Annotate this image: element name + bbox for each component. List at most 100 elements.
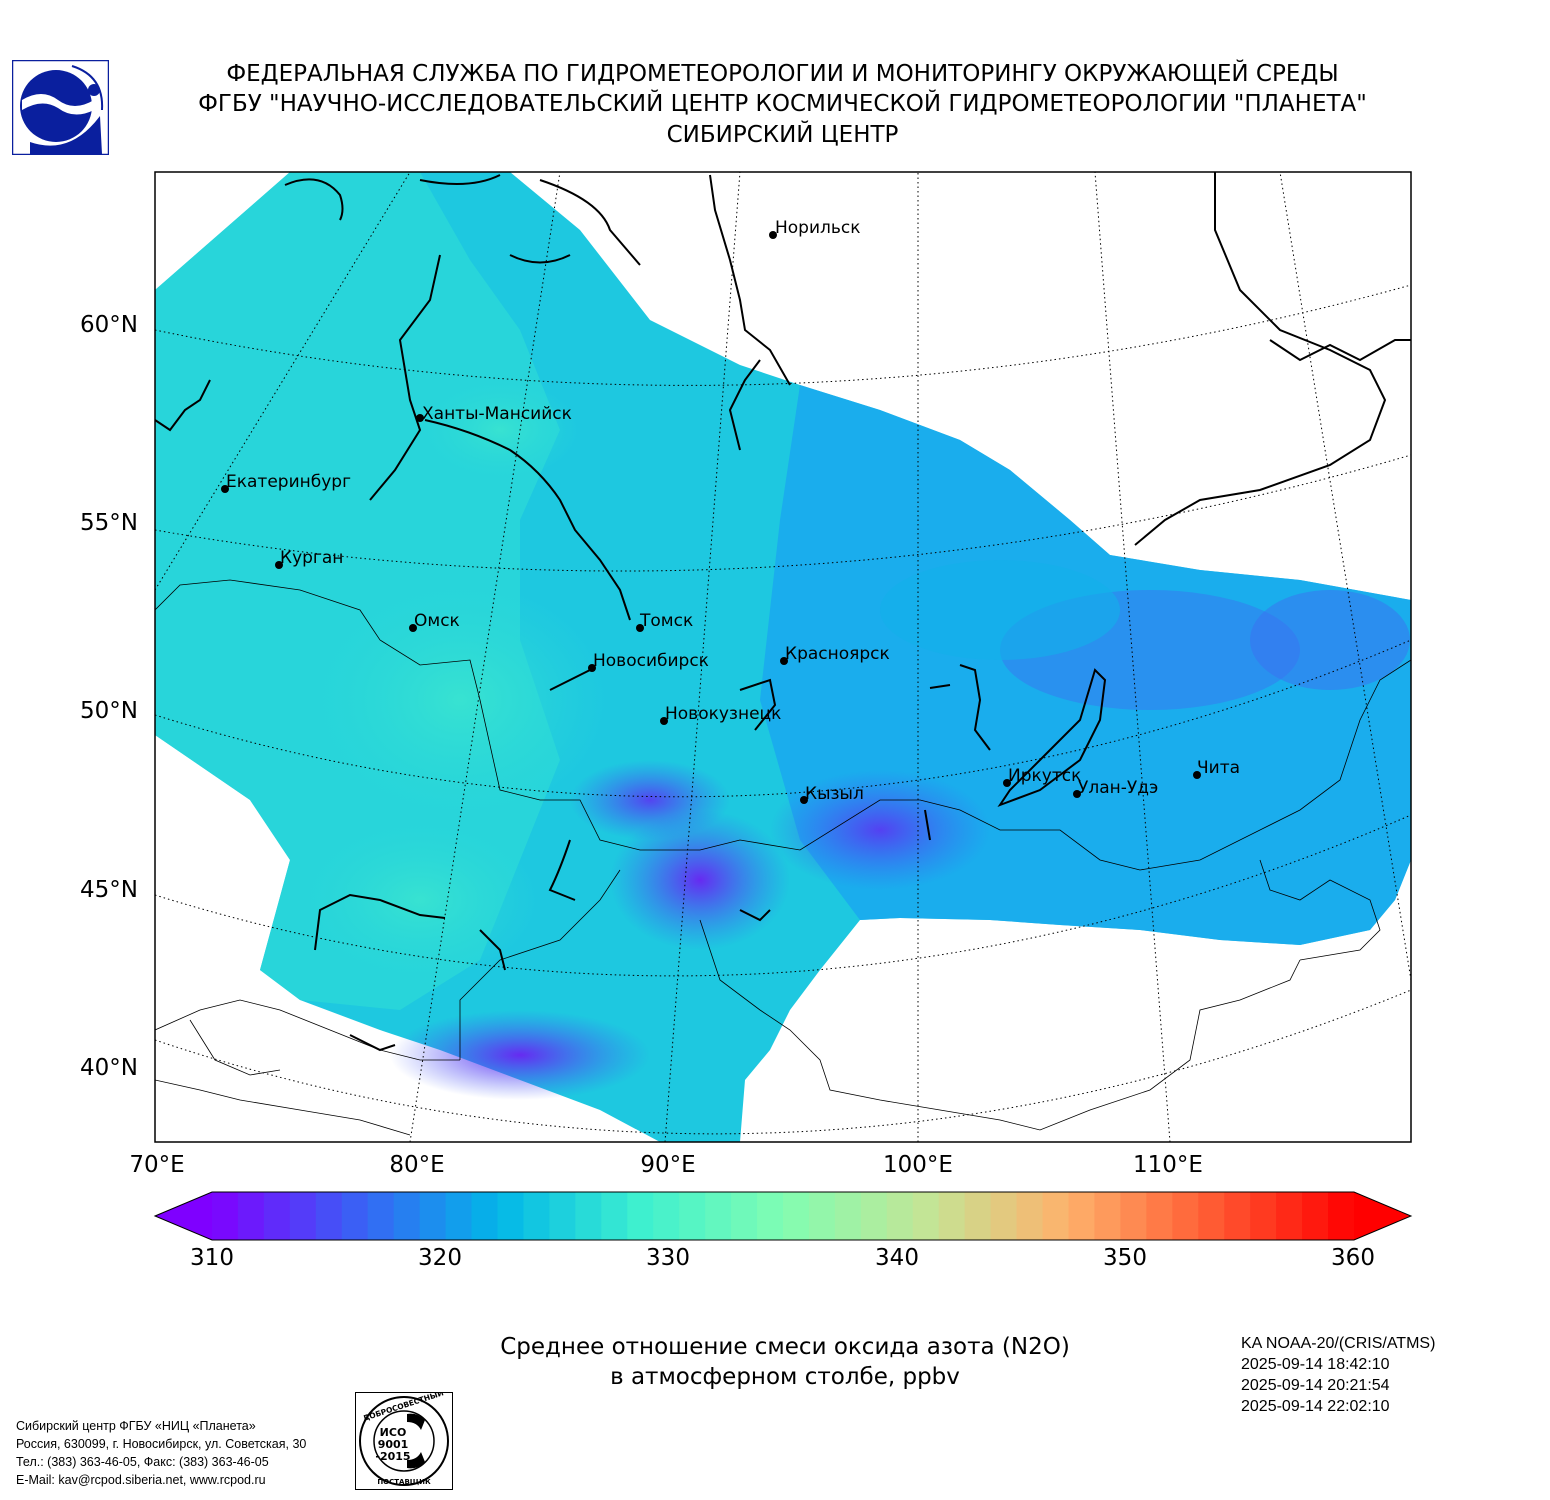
- colorbar-tick-350: 350: [1103, 1245, 1147, 1271]
- lon-label-80: 80°E: [389, 1152, 445, 1178]
- colorbar-tick-330: 330: [646, 1245, 690, 1271]
- colorbar-segment: [1094, 1192, 1122, 1240]
- city-marker-10: [1003, 779, 1011, 787]
- header-line-2: ФГБУ "НАУЧНО-ИССЛЕДОВАТЕЛЬСКИЙ ЦЕНТР КОС…: [198, 91, 1367, 117]
- city-marker-9: [800, 796, 808, 804]
- colorbar-segment: [757, 1192, 784, 1240]
- colorbar-segment: [1042, 1192, 1070, 1240]
- city-label-irkutsk: Иркутск: [1008, 766, 1082, 786]
- city-label-ulan-ude: Улан-Удэ: [1078, 778, 1159, 798]
- colorbar-segment: [783, 1192, 810, 1240]
- colorbar-segment: [1146, 1192, 1173, 1240]
- city-label-omsk: Омск: [414, 611, 460, 631]
- satellite-time-1: 2025-09-14 18:42:10: [1241, 1356, 1390, 1373]
- colorbar-segment: [549, 1192, 576, 1240]
- colorbar-segment: [964, 1192, 992, 1240]
- city-marker-12: [1193, 771, 1201, 779]
- planeta-logo-icon: [12, 60, 109, 155]
- colorbar-segment: [237, 1192, 265, 1240]
- header-line-1: ФЕДЕРАЛЬНАЯ СЛУЖБА ПО ГИДРОМЕТЕОРОЛОГИИ …: [226, 61, 1339, 87]
- colorbar-extend-max: [1354, 1192, 1411, 1240]
- city-label-khanty-mansiysk: Ханты-Мансийск: [422, 404, 572, 424]
- colorbar-segment: [393, 1192, 421, 1240]
- colorbar-segment: [1120, 1192, 1147, 1240]
- colorbar-segment: [289, 1192, 317, 1240]
- colorbar-segment: [705, 1192, 732, 1240]
- footer-line-3: Тел.: (383) 363-46-05, Факс: (383) 363-4…: [16, 1455, 269, 1469]
- colorbar-segment: [263, 1192, 291, 1240]
- colorbar-segment: [367, 1192, 395, 1240]
- satellite-name: KA NOAA-20/(CRIS/ATMS): [1241, 1335, 1436, 1352]
- iso-inner-2: 9001: [378, 1438, 409, 1451]
- satellite-info: KA NOAA-20/(CRIS/ATMS) 2025-09-14 18:42:…: [1241, 1333, 1435, 1417]
- iso-inner-3: -2015: [375, 1450, 410, 1463]
- city-label-kyzyl: Кызыл: [805, 784, 864, 804]
- colorbar-segment: [1016, 1192, 1044, 1240]
- city-marker-0: [769, 231, 777, 239]
- lat-label-60: 60°N: [80, 312, 138, 338]
- city-marker-5: [636, 624, 644, 632]
- colorbar-segment: [1250, 1192, 1277, 1240]
- colorbar-segment: [471, 1192, 499, 1240]
- colorbar-segment: [731, 1192, 758, 1240]
- colorbar-segment: [912, 1192, 940, 1240]
- footer-line-4: E-Mail: kav@rcpod.siberia.net, www.rcpod…: [16, 1473, 266, 1487]
- caption-line-2: в атмосферном столбе, ppbv: [610, 1364, 960, 1390]
- satellite-time-3: 2025-09-14 22:02:10: [1241, 1398, 1390, 1415]
- iso-inner-1: ИСО: [380, 1426, 407, 1439]
- colorbar-outline: [153, 1191, 1413, 1241]
- colorbar-segment: [341, 1192, 369, 1240]
- city-marker-4: [409, 624, 417, 632]
- colorbar-segment: [834, 1192, 862, 1240]
- city-label-krasnoyarsk: Красноярск: [785, 644, 890, 664]
- lon-label-70: 70°E: [129, 1152, 185, 1178]
- map-frame: [154, 171, 1412, 1143]
- colorbar-tick-340: 340: [875, 1245, 919, 1271]
- city-label-tomsk: Томск: [640, 611, 694, 631]
- colorbar-segment: [575, 1192, 602, 1240]
- colorbar-segment: [445, 1192, 473, 1240]
- colorbar-segment: [497, 1192, 525, 1240]
- lat-label-50: 50°N: [80, 698, 138, 724]
- colorbar-segment: [886, 1192, 914, 1240]
- footer-line-1: Сибирский центр ФГБУ «НИЦ «Планета»: [16, 1419, 256, 1433]
- colorbar-segment: [1068, 1192, 1096, 1240]
- city-marker-2: [221, 485, 229, 493]
- map-caption: Среднее отношение смеси оксида азота (N2…: [430, 1332, 1140, 1392]
- colorbar-tick-310: 310: [190, 1245, 234, 1271]
- satellite-time-2: 2025-09-14 20:21:54: [1241, 1377, 1390, 1394]
- colorbar-segment: [1172, 1192, 1199, 1240]
- colorbar-segment: [315, 1192, 343, 1240]
- footer-line-2: Россия, 630099, г. Новосибирск, ул. Сове…: [16, 1437, 307, 1451]
- lat-label-45: 45°N: [80, 877, 138, 903]
- city-label-norilsk: Норильск: [775, 218, 861, 238]
- colorbar: [153, 1191, 1413, 1241]
- city-marker-8: [660, 717, 668, 725]
- colorbar-tick-320: 320: [418, 1245, 462, 1271]
- city-label-novokuznetsk: Новокузнецк: [665, 704, 782, 724]
- lat-label-40: 40°N: [80, 1055, 138, 1081]
- colorbar-segment: [1302, 1192, 1329, 1240]
- footer-contacts: Сибирский центр ФГБУ «НИЦ «Планета» Росс…: [16, 1417, 306, 1489]
- city-label-novosibirsk: Новосибирск: [593, 651, 709, 671]
- colorbar-segment: [627, 1192, 654, 1240]
- city-marker-7: [780, 657, 788, 665]
- colorbar-segment: [653, 1192, 680, 1240]
- city-marker-3: [275, 561, 283, 569]
- lon-label-110: 110°E: [1133, 1152, 1203, 1178]
- colorbar-segment: [679, 1192, 706, 1240]
- colorbar-segment: [601, 1192, 628, 1240]
- lat-label-55: 55°N: [80, 510, 138, 536]
- colorbar-segment: [860, 1192, 888, 1240]
- colorbar-segment: [419, 1192, 447, 1240]
- colorbar-segment: [990, 1192, 1018, 1240]
- lon-label-100: 100°E: [883, 1152, 953, 1178]
- city-label-chita: Чита: [1197, 758, 1241, 778]
- colorbar-segment: [523, 1192, 551, 1240]
- city-marker-11: [1073, 790, 1081, 798]
- colorbar-segment: [1328, 1192, 1355, 1240]
- city-label-ekaterinburg: Екатеринбург: [226, 472, 352, 492]
- city-label-kurgan: Курган: [280, 548, 344, 568]
- colorbar-extend-min: [155, 1192, 212, 1240]
